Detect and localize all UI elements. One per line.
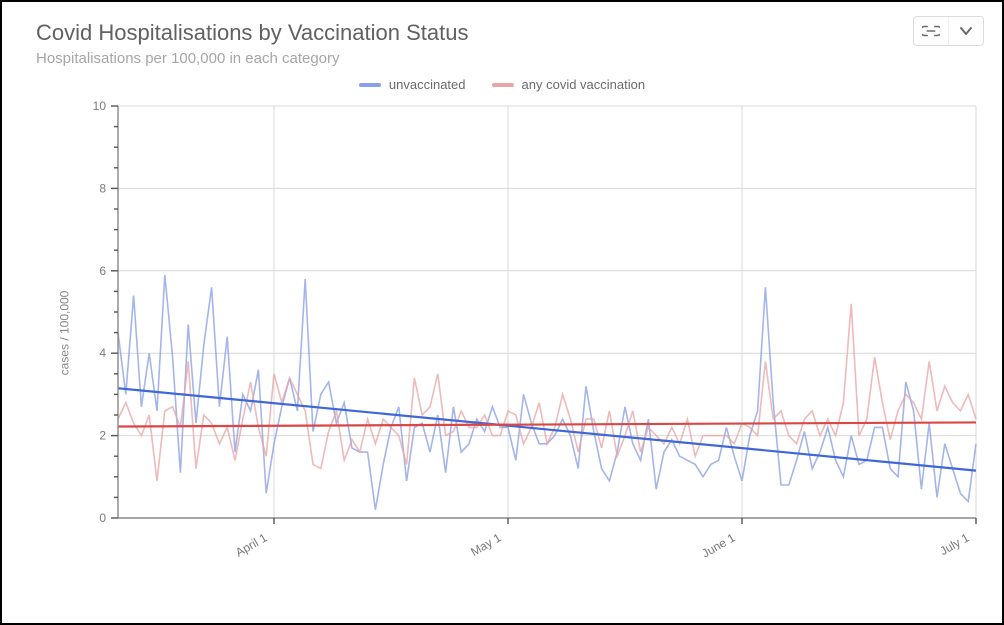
- menu-button[interactable]: [948, 17, 983, 45]
- legend-label: unvaccinated: [389, 77, 466, 92]
- trendline-unvaccinated-trend: [118, 388, 976, 470]
- link-button[interactable]: [914, 17, 948, 45]
- legend-item-any-vaccination: any covid vaccination: [492, 77, 646, 92]
- xtick-label: July 1: [937, 530, 971, 558]
- chart-subtitle: Hospitalisations per 100,000 in each cat…: [36, 50, 988, 67]
- chevron-down-icon: [959, 24, 973, 38]
- legend-label: any covid vaccination: [522, 77, 646, 92]
- xtick-label: June 1: [699, 530, 737, 560]
- chart-legend: unvaccinated any covid vaccination: [16, 77, 988, 92]
- ytick-label: 4: [99, 346, 106, 360]
- legend-item-unvaccinated: unvaccinated: [359, 77, 466, 92]
- chart-area: cases / 100,000 0 2 4 6 8 10 April 1 May 1 June …: [16, 98, 988, 568]
- ytick-label: 8: [99, 181, 106, 195]
- ytick-label: 10: [93, 99, 107, 113]
- xtick-label: May 1: [468, 530, 504, 559]
- series-unvaccinated: [118, 275, 976, 510]
- chart-title: Covid Hospitalisations by Vaccination St…: [36, 20, 988, 46]
- y-axis-label: cases / 100,000: [57, 291, 71, 376]
- chart-toolbar: [913, 16, 984, 46]
- link-icon: [922, 24, 940, 38]
- xtick-label: April 1: [233, 530, 270, 559]
- ytick-label: 6: [99, 264, 106, 278]
- chart-svg: 0 2 4 6 8 10 April 1 May 1 June 1 July 1: [76, 98, 986, 568]
- legend-swatch: [359, 83, 381, 87]
- ytick-label: 0: [99, 511, 106, 525]
- ytick-label: 2: [99, 429, 106, 443]
- legend-swatch: [492, 83, 514, 87]
- trendline-any-covid-vaccination-trend: [118, 422, 976, 426]
- chart-card: Covid Hospitalisations by Vaccination St…: [0, 0, 1004, 625]
